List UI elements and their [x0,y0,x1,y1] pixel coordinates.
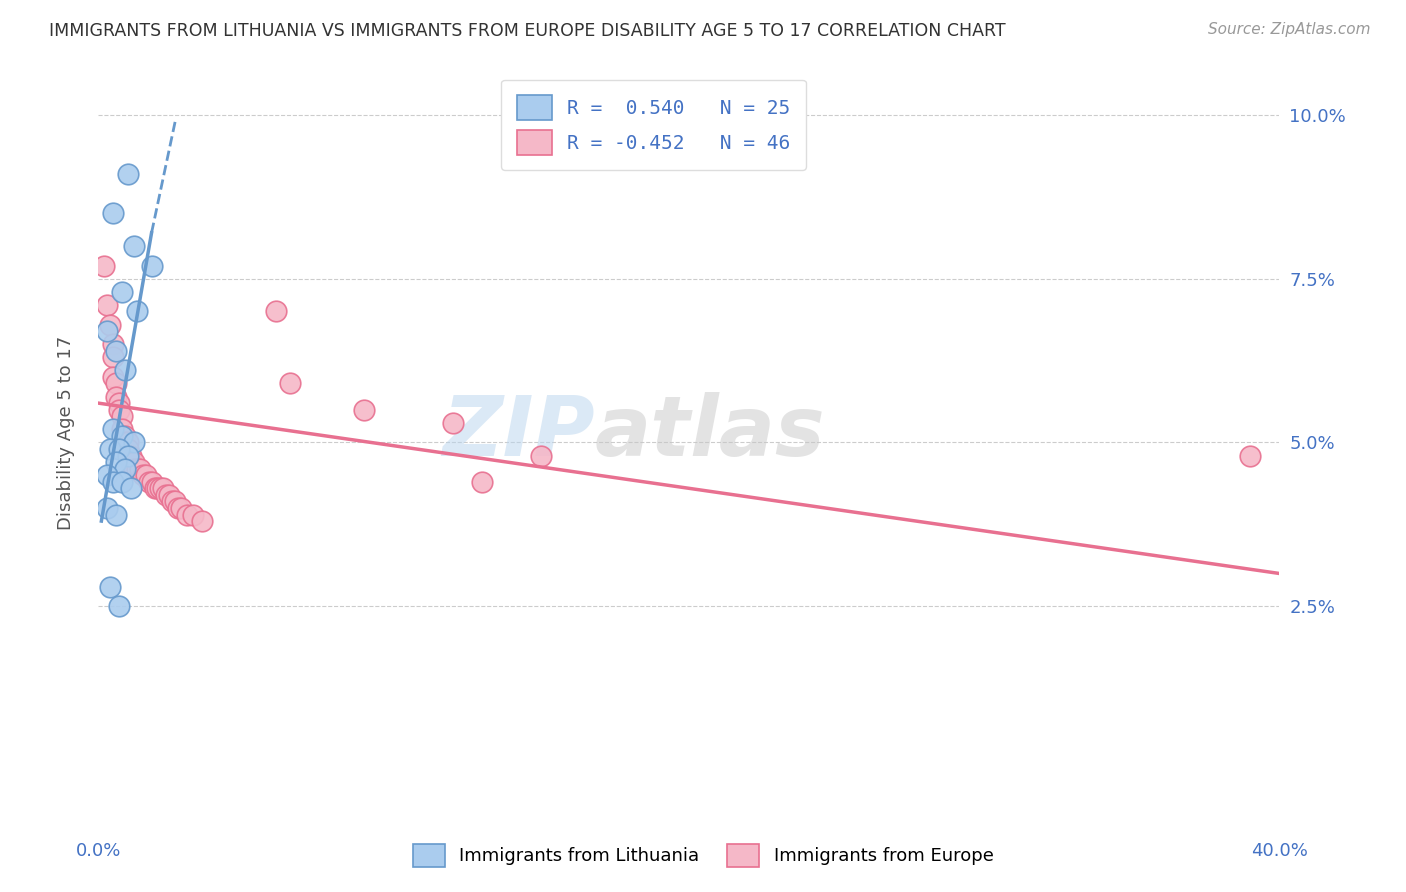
Point [143,481,166,495]
Point [117,442,139,456]
Point [1239,449,1261,463]
Point [96,500,118,515]
Point [122,239,145,253]
Point [111,429,134,443]
Point [103,206,125,220]
Point [105,390,128,404]
Point [141,259,163,273]
Point [96,468,118,483]
Point [114,363,136,377]
Text: ZIP: ZIP [441,392,595,473]
Point [162,494,183,508]
Point [152,481,174,495]
Point [98,580,121,594]
Point [108,396,131,410]
Point [120,481,142,495]
Point [132,468,155,483]
Point [96,324,118,338]
Legend: Immigrants from Lithuania, Immigrants from Europe: Immigrants from Lithuania, Immigrants fr… [405,837,1001,874]
Point [165,494,187,508]
Point [103,370,125,384]
Point [138,475,160,489]
Point [167,500,190,515]
Point [96,298,118,312]
Point [103,351,125,365]
Point [105,508,128,522]
Text: IMMIGRANTS FROM LITHUANIA VS IMMIGRANTS FROM EUROPE DISABILITY AGE 5 TO 17 CORRE: IMMIGRANTS FROM LITHUANIA VS IMMIGRANTS … [49,22,1005,40]
Point [146,481,169,495]
Point [93,259,115,273]
Point [108,402,131,417]
Point [114,429,136,443]
Point [103,337,125,351]
Point [111,475,134,489]
Point [120,455,142,469]
Point [117,449,139,463]
Point [181,508,204,522]
Point [191,514,214,528]
Text: Source: ZipAtlas.com: Source: ZipAtlas.com [1208,22,1371,37]
Point [135,468,157,483]
Point [128,461,150,475]
Point [122,455,145,469]
Point [122,461,145,475]
Point [149,481,172,495]
Text: atlas: atlas [595,392,825,473]
Point [120,449,142,463]
Point [155,488,177,502]
Point [530,449,553,463]
Y-axis label: Disability Age 5 to 17: Disability Age 5 to 17 [56,335,75,530]
Point [103,422,125,436]
Point [108,599,131,614]
Point [170,500,193,515]
Point [114,461,136,475]
Point [111,409,134,424]
Text: 40.0%: 40.0% [1251,842,1308,860]
Point [122,435,145,450]
Point [353,402,375,417]
Point [111,285,134,299]
Point [264,304,287,318]
Point [117,167,139,181]
Point [108,442,131,456]
Point [176,508,198,522]
Point [125,461,148,475]
Point [105,455,128,469]
Point [105,343,128,358]
Point [98,318,121,332]
Point [441,416,464,430]
Point [117,435,139,450]
Point [111,422,134,436]
Text: 0.0%: 0.0% [76,842,121,860]
Point [280,376,302,391]
Point [98,442,121,456]
Point [157,488,180,502]
Point [471,475,494,489]
Point [141,475,163,489]
Point [103,475,125,489]
Point [105,376,128,391]
Point [114,435,136,450]
Point [125,304,148,318]
Legend: R =  0.540   N = 25, R = -0.452   N = 46: R = 0.540 N = 25, R = -0.452 N = 46 [501,79,806,170]
